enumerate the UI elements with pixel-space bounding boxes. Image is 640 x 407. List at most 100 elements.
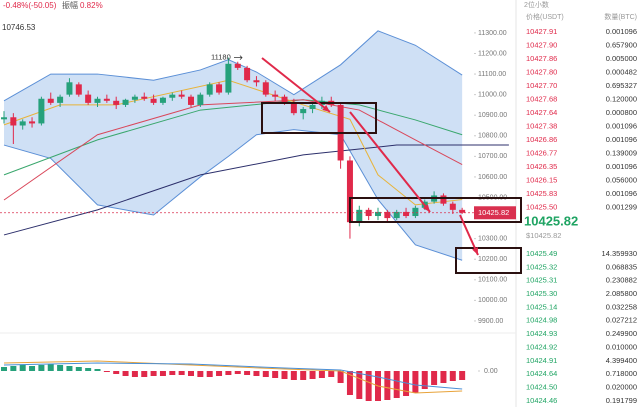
ma-line [3, 79, 463, 206]
ask-qty: 0.056000 [606, 175, 637, 184]
y-tick-label: 11100.00 [478, 71, 506, 78]
qty-header: 数量(BTC) [604, 12, 637, 21]
price-header: 价格(USDT) [526, 12, 564, 21]
candle-body [393, 211, 400, 219]
ask-price: 10425.83 [526, 189, 557, 198]
candle-body [356, 209, 363, 223]
band-lower [3, 129, 463, 261]
macd-bar [337, 371, 344, 383]
highlight-box [455, 247, 522, 274]
candle-body [131, 96, 138, 100]
candle-body [150, 98, 157, 103]
bid-price: 10424.91 [526, 356, 557, 365]
macd-bar [328, 371, 335, 377]
arrow-head [322, 104, 330, 112]
high-arrow [234, 55, 243, 60]
candle-body [113, 100, 120, 105]
ask-qty: 0.001096 [606, 162, 637, 171]
candle-body [290, 102, 297, 114]
candle-body [38, 98, 45, 124]
macd-bar [47, 364, 54, 371]
y-tick-label: 10800.00 [478, 133, 507, 140]
bid-qty: 14.359930 [602, 249, 637, 258]
candle-body [216, 84, 223, 93]
arrow-head [422, 204, 430, 212]
ask-price: 10427.68 [526, 94, 557, 103]
candle-body [103, 98, 110, 101]
macd-bar [113, 371, 120, 374]
candle-body [234, 63, 241, 68]
candle-body [19, 121, 26, 126]
bid-price: 10424.92 [526, 342, 557, 351]
bid-qty: 0.020000 [606, 382, 637, 391]
trend-arrow [261, 57, 331, 113]
ask-qty: 0.001299 [606, 202, 637, 211]
amplitude: 0.82% [80, 1, 103, 10]
macd-bar [272, 371, 279, 378]
candle-body [459, 209, 466, 213]
candle-body [206, 84, 213, 95]
ask-price: 10427.38 [526, 121, 557, 130]
bid-qty: 0.010000 [606, 342, 637, 351]
macd-bar [10, 366, 17, 371]
arrow-head [472, 247, 478, 255]
macd-bar [85, 368, 92, 371]
candle-body [57, 96, 64, 103]
bid-qty: 0.718000 [606, 369, 637, 378]
macd-line [3, 362, 463, 390]
ask-qty: 0.001096 [606, 135, 637, 144]
macd-bar [384, 371, 391, 400]
ask-price: 10427.64 [526, 108, 557, 117]
change: -0.48%(-50.05) [3, 1, 57, 10]
y-tick-label: 10300.00 [478, 235, 507, 242]
candle-body [440, 195, 447, 204]
last-price-box [474, 206, 516, 220]
candle-body [346, 160, 353, 223]
ask-qty: 0.120000 [606, 94, 637, 103]
ma-value: 10746.53 [2, 23, 36, 32]
candle-body [244, 67, 251, 81]
bid-price: 10425.32 [526, 262, 557, 271]
candle-body [403, 211, 410, 217]
ma-line [3, 144, 509, 236]
macd-bar [206, 371, 213, 377]
bid-price: 10425.49 [526, 249, 557, 258]
ask-price: 10427.91 [526, 27, 557, 36]
macd-bar [188, 371, 194, 376]
ask-price: 10427.90 [526, 40, 557, 49]
bid-price: 10424.46 [526, 396, 557, 405]
candle-body [449, 203, 456, 210]
band-upper [3, 30, 463, 102]
ask-qty: 0.657900 [606, 40, 637, 49]
ask-price: 10426.35 [526, 162, 557, 171]
macd-bar [216, 371, 223, 376]
y-tick-label: 11300.00 [478, 30, 507, 37]
bid-price: 10425.30 [526, 289, 557, 298]
macd-bar [1, 367, 7, 371]
y-tick-label: 10600.00 [478, 174, 507, 181]
candle-body [384, 211, 391, 219]
macd-bar [150, 371, 157, 376]
y-tick-label: 10000.00 [478, 297, 507, 304]
bid-price: 10424.93 [526, 329, 557, 338]
precision-select[interactable]: 2位小数 [524, 0, 549, 9]
y-tick-label: 10200.00 [478, 256, 507, 263]
candle-body [169, 94, 176, 98]
macd-bar [103, 371, 110, 372]
y-tick-label: 9900.00 [478, 318, 503, 325]
bid-qty: 0.249900 [606, 329, 637, 338]
macd-bar [356, 371, 363, 399]
candle-body [262, 82, 269, 95]
high-label: 11180 [211, 53, 231, 62]
ask-price: 10426.86 [526, 135, 557, 144]
candle-body [85, 94, 92, 103]
bid-qty: 0.032258 [606, 302, 637, 311]
macd-bar [346, 371, 353, 395]
macd-bar [57, 365, 64, 371]
ask-price: 10426.15 [526, 175, 557, 184]
candle-body [94, 98, 101, 103]
bid-qty: 0.191799 [606, 396, 637, 405]
bid-price: 10424.64 [526, 369, 557, 378]
highlight-box [349, 197, 522, 223]
ask-qty: 0.001096 [606, 121, 637, 130]
